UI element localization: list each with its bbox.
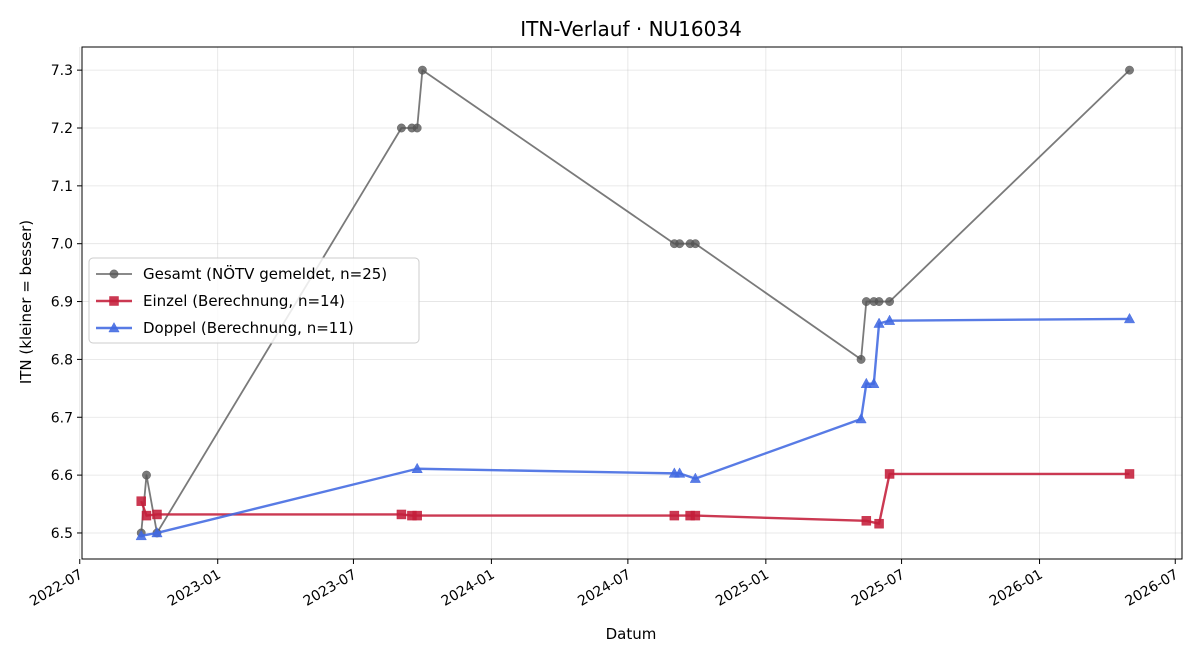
legend-label: Gesamt (NÖTV gemeldet, n=25) [143, 264, 387, 283]
series-doppel-point [873, 317, 885, 328]
series-doppel [135, 312, 1136, 541]
series-gesamt-point [412, 123, 422, 133]
series-doppel-point [689, 472, 701, 483]
legend-swatch-marker [109, 296, 119, 306]
legend: Gesamt (NÖTV gemeldet, n=25) Einzel (Bere… [88, 257, 420, 344]
series-doppel-point [868, 377, 880, 388]
series-doppel-point [673, 467, 686, 478]
series-gesamt-point [861, 297, 871, 307]
y-tick-label: 6.9 [51, 295, 73, 311]
x-axis-label: Datum [606, 625, 657, 643]
y-tick-label: 7.2 [51, 121, 73, 137]
series-einzel-point [136, 496, 146, 506]
series-einzel-point [412, 510, 422, 521]
legend-swatch-marker [109, 269, 119, 279]
y-tick-label: 6.8 [51, 352, 73, 368]
series-einzel-point [396, 509, 407, 520]
series-gesamt-point [142, 470, 151, 480]
series-gesamt-point [690, 239, 700, 249]
series-einzel-point [690, 510, 701, 521]
series-gesamt-point [874, 297, 884, 307]
series-einzel-point [861, 516, 872, 526]
series-doppel-point [1123, 312, 1136, 324]
series-einzel-point [874, 518, 884, 529]
y-tick-label: 7.0 [51, 237, 73, 253]
series-doppel-point [860, 377, 872, 388]
series-einzel-point [141, 510, 152, 521]
series-gesamt-point [1125, 65, 1134, 75]
legend-label: Einzel (Berechnung, n=14) [143, 292, 345, 310]
y-axis-label: ITN (kleiner = besser) [17, 220, 35, 384]
series-einzel-point [884, 469, 895, 479]
legend-swatch-marker [108, 321, 120, 333]
series-einzel [136, 469, 1135, 529]
legend-box [88, 257, 420, 344]
legend-item-einzel: Einzel (Berechnung, n=14) [96, 292, 345, 310]
series-einzel-point [1124, 469, 1135, 479]
series-gesamt-point [417, 65, 427, 75]
series-gesamt-point [675, 239, 685, 249]
series-gesamt-point [856, 354, 866, 364]
series-doppel-point [883, 314, 896, 325]
y-tick-label: 6.6 [51, 468, 73, 484]
legend-item-doppel: Doppel (Berechnung, n=11) [96, 319, 354, 337]
series-doppel-point [855, 412, 867, 424]
y-tick-label: 7.1 [51, 179, 73, 195]
y-axis: 6.5 6.6 6.7 6.8 6.9 7.0 7.1 7.2 7.3 [51, 63, 82, 542]
legend-item-gesamt: Gesamt (NÖTV gemeldet, n=25) [96, 264, 387, 283]
chart-title: ITN-Verlauf · NU16034 [520, 17, 742, 41]
series-doppel-point [151, 526, 163, 538]
plot-frame [81, 46, 1183, 560]
series-einzel-point [669, 510, 680, 521]
y-tick-label: 7.3 [51, 63, 73, 79]
series-doppel-point [135, 529, 147, 541]
series-doppel-point [411, 462, 423, 473]
series-gesamt-point [885, 297, 895, 307]
series-einzel-point [152, 509, 162, 520]
series-gesamt-point [396, 123, 406, 133]
y-tick-label: 6.5 [51, 526, 73, 542]
legend-label: Doppel (Berechnung, n=11) [143, 319, 354, 337]
y-tick-label: 6.7 [51, 410, 73, 426]
